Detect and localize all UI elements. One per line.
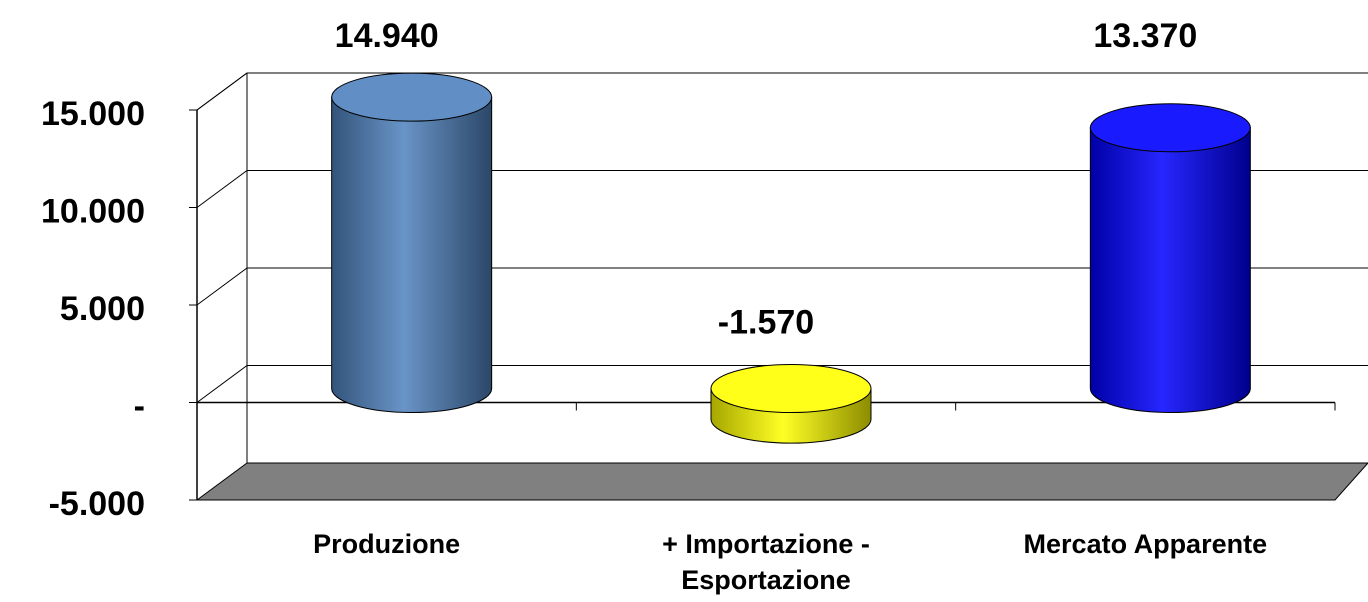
- value-label: 13.370: [1093, 17, 1197, 55]
- y-tick-label: 10.000: [41, 192, 145, 230]
- value-label: -1.570: [718, 303, 814, 341]
- y-tick-label: -5.000: [49, 485, 145, 523]
- y-tick-label: 5.000: [60, 290, 145, 328]
- bar-top: [711, 365, 871, 413]
- bar: [1090, 104, 1250, 413]
- bar-body: [332, 97, 492, 412]
- y-tick-label: 15.000: [41, 95, 145, 133]
- chart: -5.000-5.00010.00015.00014.940-1.57013.3…: [0, 0, 1368, 602]
- value-label: 14.940: [335, 17, 439, 55]
- floor: [197, 463, 1368, 500]
- bar: [332, 73, 492, 412]
- bar: [711, 365, 871, 444]
- bar-top: [1090, 104, 1250, 152]
- y-tick-label: -: [134, 387, 145, 425]
- x-tick-label: + Importazione - Esportazione: [621, 526, 911, 598]
- page: -5.000-5.00010.00015.00014.940-1.57013.3…: [0, 0, 1368, 602]
- x-tick-label: Produzione: [242, 526, 532, 562]
- bar-top: [332, 73, 492, 121]
- bar-body: [1090, 128, 1250, 413]
- x-tick-label: Mercato Apparente: [1000, 526, 1290, 562]
